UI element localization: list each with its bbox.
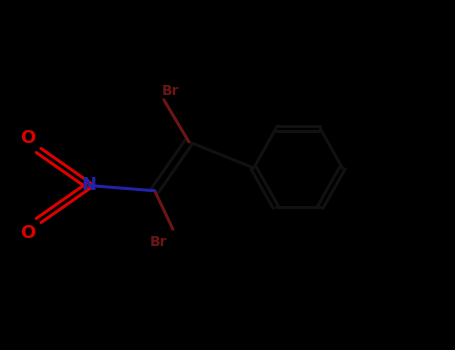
Text: N: N <box>81 176 96 195</box>
Text: O: O <box>20 129 35 147</box>
Text: Br: Br <box>162 84 179 98</box>
Text: O: O <box>20 224 35 242</box>
Text: Br: Br <box>150 234 167 248</box>
